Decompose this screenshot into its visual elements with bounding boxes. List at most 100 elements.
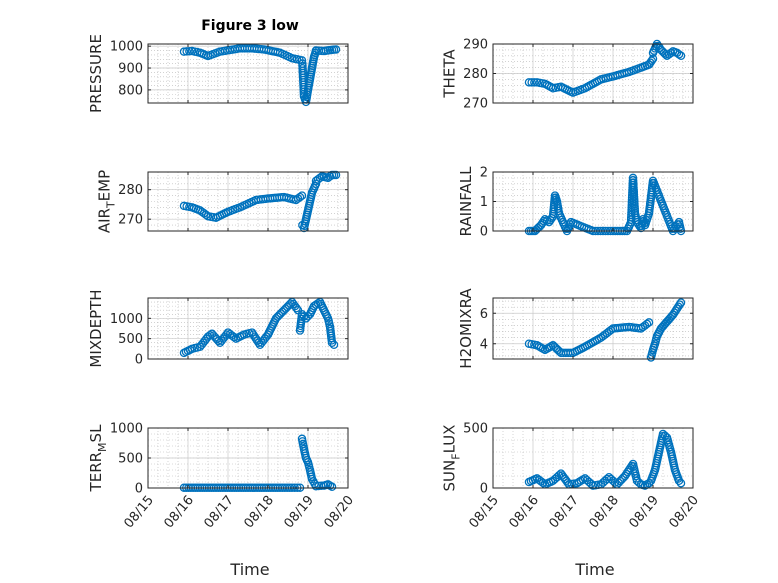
y-tick-label: 1000 [110, 40, 143, 55]
y-axis-label: SUNFLUX [440, 425, 462, 492]
y-tick-label: 500 [118, 452, 143, 467]
data-point [676, 298, 686, 307]
y-tick-label: 0 [480, 482, 488, 497]
y-tick-label: 1000 [110, 422, 143, 437]
data-point [524, 78, 534, 87]
data-series [179, 44, 341, 107]
data-point [331, 170, 341, 180]
data-point [554, 471, 564, 480]
axes-box [147, 43, 349, 104]
y-tick-label: 270 [463, 97, 488, 112]
y-tick-label: 500 [463, 422, 488, 437]
data-point [648, 54, 658, 64]
subplot-h2omixra: 4 6 H2OMIXRA [457, 288, 694, 369]
data-point [610, 478, 620, 487]
data-point [311, 179, 321, 189]
x-tick-label: 08/20 [321, 493, 357, 531]
subplot-pressure: 800 900 1000 PRESSURE [87, 34, 349, 113]
y-tick-label: 0 [135, 482, 143, 497]
x-tick-label: 08/19 [281, 493, 317, 531]
x-tick-label: 08/19 [626, 493, 662, 531]
y-tick-label: 1 [480, 195, 488, 210]
data-point [179, 47, 189, 56]
y-tick-label: 270 [118, 213, 143, 228]
data-point [530, 78, 539, 87]
data-point [229, 332, 239, 342]
x-axis-label: Time [574, 560, 614, 579]
subplot-theta: 270 280 290 THETA [440, 38, 694, 112]
data-point [254, 338, 263, 347]
y-axis-label: AIRTEMP [95, 170, 117, 233]
data-point [214, 336, 223, 346]
data-point [331, 45, 341, 54]
y-tick-label: 290 [463, 38, 488, 53]
data-point [327, 338, 337, 347]
data-point [185, 46, 194, 56]
y-tick-label: 500 [118, 332, 143, 347]
data-point [676, 478, 686, 488]
x-tick-label: 08/15 [121, 493, 157, 531]
data-point [538, 478, 548, 488]
y-axis-label: PRESSURE [87, 34, 105, 113]
data-point [286, 299, 295, 308]
data-point [222, 330, 231, 339]
x-tick-label: 08/17 [201, 493, 237, 531]
data-point [542, 216, 552, 225]
data-point [642, 319, 652, 329]
subplot-sunflux: 0 500 08/15 08/16 08/17 08/18 08/19 08/20 Time SU… [440, 422, 702, 580]
data-point [602, 474, 612, 484]
y-tick-label: 1000 [110, 312, 143, 327]
y-tick-label: 6 [480, 307, 488, 322]
data-point [292, 303, 301, 313]
data-point [295, 192, 305, 202]
data-point [297, 191, 307, 200]
x-tick-label: 08/16 [506, 493, 542, 531]
figure-title: Figure 3 low [201, 18, 299, 34]
data-point [674, 50, 684, 59]
x-tick-label: 08/20 [666, 493, 702, 531]
x-tick-label: 08/17 [546, 493, 582, 531]
data-point [647, 56, 656, 65]
data-series [179, 170, 341, 233]
data-point [311, 481, 321, 491]
y-tick-label: 2 [480, 166, 488, 181]
data-point [676, 51, 686, 61]
data-point [527, 78, 536, 87]
axes-box [492, 297, 694, 360]
subplot-mixdepth: 0 500 1000 MIXDEPTH [87, 289, 349, 368]
x-axis-label: Time [229, 560, 269, 579]
data-point [182, 47, 191, 56]
data-point [325, 172, 335, 181]
y-axis-label: THETA [440, 49, 458, 99]
y-axis-label: TERRMSL [87, 424, 109, 493]
data-point [675, 300, 684, 309]
y-axis-label: MIXDEPTH [87, 289, 105, 367]
data-point [666, 48, 676, 58]
data-point [327, 482, 337, 492]
y-tick-label: 900 [118, 62, 143, 77]
x-tick-label: 08/18 [241, 493, 277, 531]
x-tick-label: 08/15 [466, 493, 502, 531]
y-tick-label: 280 [463, 67, 488, 82]
axes-box [492, 427, 694, 489]
data-point [644, 478, 654, 488]
data-point [329, 340, 339, 350]
axes-box [147, 171, 349, 232]
subplot-terrmsl: 0 500 1000 08/15 08/16 08/17 08/18 08/19 08/20 Ti… [87, 422, 357, 580]
data-point [674, 476, 684, 486]
subplot-rainfall: 0 1 2 RAINFALL [457, 166, 694, 240]
data-point [315, 173, 325, 183]
y-axis-label: RAINFALL [457, 166, 475, 237]
data-point [661, 50, 670, 59]
axes-box [147, 297, 349, 360]
data-series [524, 429, 686, 490]
y-tick-label: 0 [480, 225, 488, 240]
data-point [205, 330, 215, 340]
data-point [201, 210, 211, 220]
y-tick-label: 800 [118, 83, 143, 98]
x-tick-label: 08/16 [161, 493, 197, 531]
